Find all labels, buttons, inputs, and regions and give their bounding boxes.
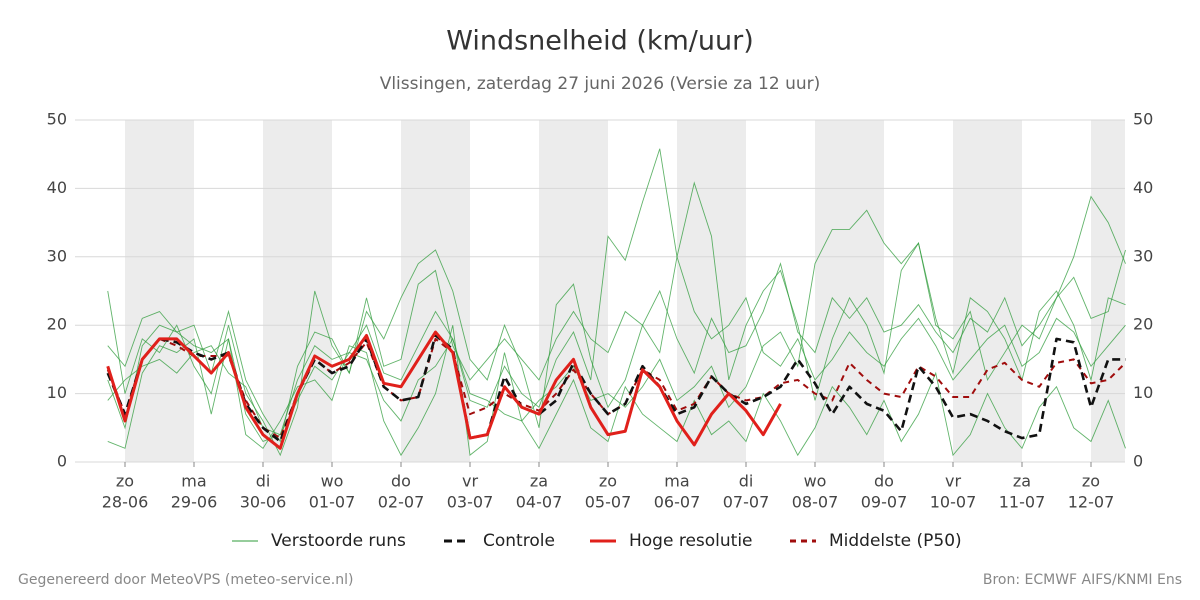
day-shade bbox=[125, 120, 194, 462]
x-tick-label: do bbox=[391, 472, 411, 491]
x-tick-sublabel: 11-07 bbox=[999, 493, 1046, 512]
x-tick-label: do bbox=[874, 472, 894, 491]
footer-right: Bron: ECMWF AIFS/KNMI Ens bbox=[983, 572, 1182, 588]
x-tick-label: di bbox=[739, 472, 754, 491]
y-tick-label-right: 0 bbox=[1133, 452, 1143, 471]
legend-label: Controle bbox=[483, 531, 555, 551]
y-tick-label: 0 bbox=[57, 452, 67, 471]
x-tick-label: za bbox=[1013, 472, 1031, 491]
y-tick-label: 20 bbox=[47, 315, 67, 334]
y-tick-label-right: 20 bbox=[1133, 315, 1153, 334]
x-tick-sublabel: 09-07 bbox=[861, 493, 908, 512]
legend-label: Middelste (P50) bbox=[829, 531, 962, 551]
footer-left: Gegenereerd door MeteoVPS (meteo-service… bbox=[18, 572, 353, 588]
x-tick-sublabel: 12-07 bbox=[1068, 493, 1115, 512]
x-tick-label: vr bbox=[462, 472, 478, 491]
series-line bbox=[106, 334, 1126, 443]
day-shade bbox=[1091, 120, 1125, 462]
x-tick-label: di bbox=[256, 472, 271, 491]
chart-title: Windsnelheid (km/uur) bbox=[446, 26, 754, 57]
y-tick-label-right: 50 bbox=[1133, 110, 1153, 129]
day-shade bbox=[263, 120, 332, 462]
x-tick-sublabel: 01-07 bbox=[309, 493, 356, 512]
x-tick-sublabel: 07-07 bbox=[723, 493, 770, 512]
y-tick-label-right: 40 bbox=[1133, 178, 1153, 197]
ensemble-line bbox=[107, 325, 1126, 457]
x-tick-sublabel: 10-07 bbox=[930, 493, 977, 512]
legend-label: Verstoorde runs bbox=[271, 531, 406, 551]
ensemble-line bbox=[107, 195, 1126, 436]
day-shade bbox=[815, 120, 884, 462]
y-tick-label: 40 bbox=[47, 178, 67, 197]
day-shade bbox=[401, 120, 470, 462]
x-tick-label: vr bbox=[945, 472, 961, 491]
x-tick-label: wo bbox=[804, 472, 827, 491]
y-tick-label-right: 30 bbox=[1133, 246, 1153, 265]
day-shade bbox=[677, 120, 746, 462]
y-tick-label: 50 bbox=[47, 110, 67, 129]
x-tick-sublabel: 29-06 bbox=[171, 493, 218, 512]
y-tick-label: 30 bbox=[47, 246, 67, 265]
x-tick-sublabel: 05-07 bbox=[585, 493, 632, 512]
ensemble-line bbox=[107, 181, 1126, 457]
day-shade bbox=[953, 120, 1022, 462]
y-tick-label: 10 bbox=[47, 383, 67, 402]
x-tick-label: ma bbox=[181, 472, 206, 491]
x-tick-sublabel: 04-07 bbox=[516, 493, 563, 512]
x-tick-label: wo bbox=[321, 472, 344, 491]
chart-subtitle: Vlissingen, zaterdag 27 juni 2026 (Versi… bbox=[380, 74, 821, 94]
legend-label: Hoge resolutie bbox=[629, 531, 753, 551]
x-tick-sublabel: 03-07 bbox=[447, 493, 494, 512]
x-tick-sublabel: 28-06 bbox=[102, 493, 149, 512]
x-tick-sublabel: 06-07 bbox=[654, 493, 701, 512]
x-tick-label: ma bbox=[664, 472, 689, 491]
x-tick-sublabel: 08-07 bbox=[792, 493, 839, 512]
series-line bbox=[106, 330, 782, 450]
x-tick-label: za bbox=[530, 472, 548, 491]
x-tick-label: zo bbox=[1082, 472, 1100, 491]
x-tick-sublabel: 30-06 bbox=[240, 493, 287, 512]
y-tick-label-right: 10 bbox=[1133, 383, 1153, 402]
x-tick-label: zo bbox=[116, 472, 134, 491]
day-shade bbox=[539, 120, 608, 462]
x-tick-sublabel: 02-07 bbox=[378, 493, 425, 512]
x-tick-label: zo bbox=[599, 472, 617, 491]
